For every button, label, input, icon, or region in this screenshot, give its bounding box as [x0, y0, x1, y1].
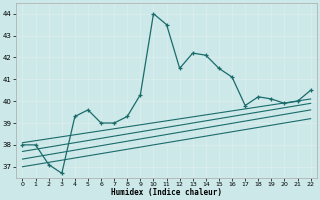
X-axis label: Humidex (Indice chaleur): Humidex (Indice chaleur) [111, 188, 222, 197]
